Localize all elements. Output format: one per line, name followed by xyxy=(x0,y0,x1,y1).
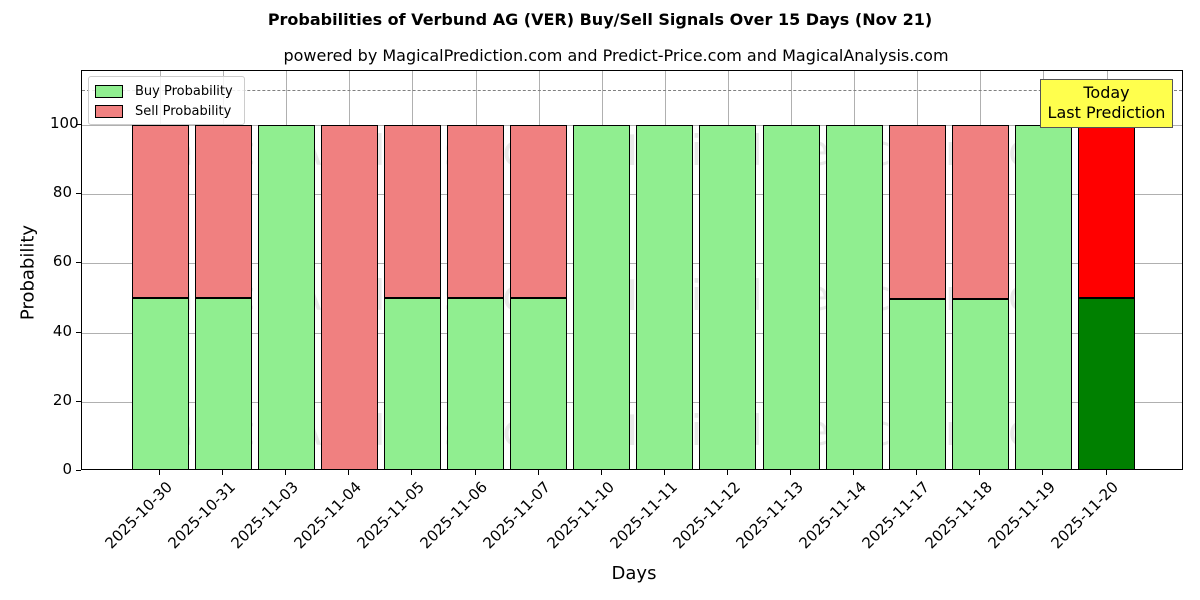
bar-buy xyxy=(1014,125,1072,469)
bar-buy xyxy=(825,125,883,469)
x-tick-label: 2025-11-07 xyxy=(479,478,555,553)
bar-sell xyxy=(1078,125,1135,298)
x-tick-label: 2025-11-13 xyxy=(732,478,807,553)
y-tick-mark xyxy=(76,331,81,333)
x-tick-label: 2025-11-04 xyxy=(290,478,366,553)
today-annotation: Today Last Prediction xyxy=(1040,79,1173,128)
x-tick-mark xyxy=(790,470,791,475)
x-tick-mark xyxy=(600,470,602,475)
gridline-h xyxy=(82,401,1182,403)
y-tick-mark xyxy=(76,262,81,264)
y-tick-label: 0 xyxy=(62,460,72,478)
legend-label-buy: Buy Probability xyxy=(135,83,233,99)
x-tick-mark xyxy=(411,470,413,475)
x-tick-label: 2025-11-12 xyxy=(669,478,744,553)
y-tick-mark xyxy=(76,470,81,471)
bar-buy xyxy=(194,298,252,469)
bar-sell xyxy=(888,125,946,300)
legend-swatch-buy xyxy=(95,84,123,98)
bar-buy xyxy=(888,299,946,469)
x-tick-label: 2025-10-30 xyxy=(101,478,176,553)
x-tick-mark xyxy=(222,470,224,475)
plot-area: MagicalAnalysis.comMagicalAnalysis.comMa… xyxy=(81,70,1183,470)
x-tick-label: 2025-11-10 xyxy=(543,478,618,553)
x-tick-label: 2025-11-18 xyxy=(921,478,997,553)
annotation-line-2: Last Prediction xyxy=(1047,103,1166,122)
legend: Buy Probability Sell Probability xyxy=(88,76,245,125)
bar-buy xyxy=(447,298,504,469)
x-tick-mark xyxy=(726,470,728,475)
bar-sell xyxy=(951,125,1009,300)
bar-buy xyxy=(762,125,820,469)
gridline-h xyxy=(82,332,1182,334)
x-axis-label: Days xyxy=(611,563,657,584)
x-tick-mark xyxy=(474,470,476,475)
bar-sell xyxy=(383,125,441,298)
x-tick-label: 2025-11-19 xyxy=(984,478,1060,553)
legend-swatch-sell xyxy=(95,104,123,118)
annotation-line-1: Today xyxy=(1083,83,1130,102)
x-tick-mark xyxy=(285,470,287,475)
x-tick-label: 2025-11-14 xyxy=(795,478,870,553)
bar-buy xyxy=(951,299,1009,469)
x-tick-label: 2025-11-17 xyxy=(858,478,933,553)
y-tick-label: 80 xyxy=(52,183,72,202)
gridline-h xyxy=(82,263,1182,265)
bar-buy xyxy=(131,298,189,469)
bar-sell xyxy=(194,125,252,298)
x-tick-mark xyxy=(1105,470,1107,475)
legend-item-sell: Sell Probability xyxy=(95,103,231,119)
y-tick-label: 60 xyxy=(52,252,72,271)
gridline-h xyxy=(82,194,1182,196)
bar-buy xyxy=(510,298,568,469)
x-tick-mark xyxy=(537,470,539,475)
bar-buy xyxy=(383,298,441,469)
x-tick-label: 2025-11-06 xyxy=(416,478,492,553)
x-tick-mark xyxy=(979,470,981,475)
bar-sell xyxy=(510,125,568,298)
bar-sell xyxy=(320,125,378,469)
legend-item-buy: Buy Probability xyxy=(95,83,233,99)
x-tick-label: 2025-11-05 xyxy=(353,478,429,553)
x-tick-label: 2025-10-31 xyxy=(164,478,239,553)
x-tick-mark xyxy=(159,470,160,475)
x-tick-mark xyxy=(663,470,665,475)
y-tick-label: 100 xyxy=(50,114,79,132)
y-axis-label: Probability xyxy=(17,224,39,321)
bar-buy xyxy=(699,125,757,469)
y-tick-label: 40 xyxy=(52,321,72,340)
reference-line xyxy=(82,90,1182,91)
bar-buy xyxy=(1078,298,1135,469)
y-tick-mark xyxy=(76,400,81,402)
x-tick-label: 2025-11-03 xyxy=(227,478,302,553)
x-tick-label: 2025-11-20 xyxy=(1047,478,1123,553)
x-tick-mark xyxy=(1042,470,1044,475)
legend-label-sell: Sell Probability xyxy=(135,103,232,119)
chart-title: Probabilities of Verbund AG (VER) Buy/Se… xyxy=(267,10,933,29)
x-tick-mark xyxy=(853,470,855,475)
chart-subtitle: powered by MagicalPrediction.com and Pre… xyxy=(283,46,949,65)
gridline-h xyxy=(82,125,1182,126)
x-tick-mark xyxy=(348,470,350,475)
x-tick-mark xyxy=(916,470,918,475)
y-tick-mark xyxy=(76,193,81,195)
bar-buy xyxy=(257,125,315,469)
y-tick-mark xyxy=(76,124,81,125)
bar-buy xyxy=(573,125,631,469)
bar-buy xyxy=(636,125,694,469)
y-tick-label: 20 xyxy=(52,390,72,409)
bar-sell xyxy=(447,125,504,298)
bar-sell xyxy=(131,125,189,298)
